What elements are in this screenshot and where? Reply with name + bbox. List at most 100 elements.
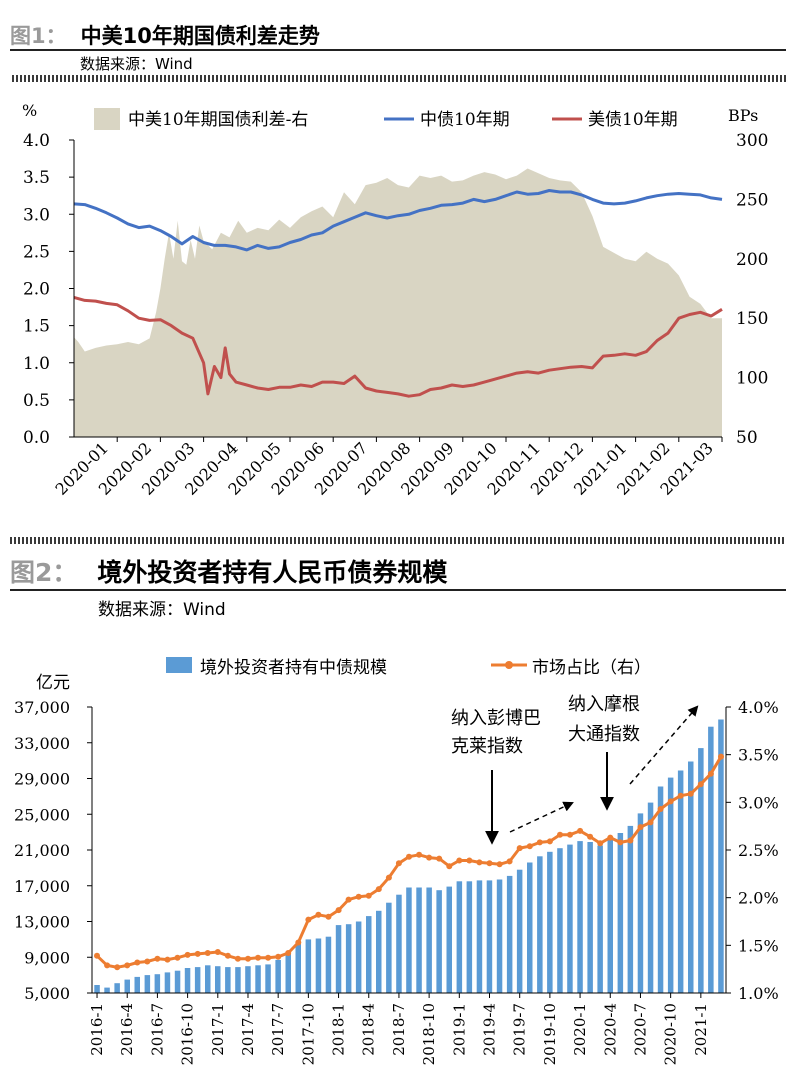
market-share-point (154, 955, 161, 962)
market-share-point (406, 853, 412, 860)
y-tick-label: 3.0 (23, 205, 50, 225)
x-tick-label: 2017-4 (239, 1003, 257, 1056)
y-tick-label: 4.0 (23, 131, 50, 151)
holding-bar (134, 976, 140, 993)
market-share-point (546, 838, 553, 845)
holding-bar (215, 966, 221, 993)
y2-tick-label: 3.0% (738, 793, 779, 812)
x-tick-label: 2018-4 (360, 1003, 378, 1056)
holding-bar (677, 770, 684, 993)
market-share-point (385, 874, 392, 881)
x-tick-label: 2019-7 (511, 1003, 529, 1056)
y2-tick-label: 2.5% (738, 841, 779, 860)
annotation-bloomberg-line2: 克莱指数 (451, 736, 523, 757)
market-share-point (94, 952, 100, 959)
holding-bar (647, 802, 654, 993)
figure1-number: 图1： (10, 24, 67, 48)
annotation-bloomberg-line1: 纳入彭博巴 (451, 708, 541, 729)
x-tick-label: 2017-10 (299, 1003, 317, 1065)
market-share-point (718, 753, 724, 760)
market-share-point (677, 792, 684, 799)
holding-bar (305, 939, 312, 993)
market-share-point (124, 962, 131, 969)
y-tick-label: 3.5 (23, 168, 50, 188)
ust-10y-line (73, 295, 723, 398)
market-share-point (234, 955, 241, 962)
y-tick-label: 13,000 (14, 913, 70, 932)
market-share-point (184, 951, 191, 958)
holding-bar (114, 983, 120, 993)
market-share-point (285, 950, 292, 956)
holding-bar (416, 887, 422, 993)
holding-bar (718, 719, 724, 993)
legend-label-cgb: 中债10年期 (420, 110, 510, 130)
y-tick-label: 9,000 (24, 948, 70, 967)
legend-label-share: 市场占比（右） (532, 658, 651, 678)
holding-bar (527, 862, 533, 993)
holding-bar (537, 856, 543, 993)
holding-bar (285, 952, 291, 993)
market-share-point (164, 956, 171, 963)
market-share-point (375, 886, 382, 893)
x-tick-label: 2016-4 (118, 1003, 136, 1056)
market-share-point (496, 861, 503, 868)
y-tick-label: 2.5 (23, 242, 50, 262)
holding-bar (557, 848, 563, 993)
market-share-point (687, 790, 694, 797)
market-share-point (607, 834, 614, 841)
market-share-point (536, 839, 543, 846)
figure2-heading: 图2： 境外投资者持有人民币债券规模 (10, 553, 447, 589)
holding-bar (174, 970, 181, 993)
market-share-point (436, 855, 443, 862)
holding-bar (446, 886, 452, 993)
market-share-point (255, 954, 261, 961)
y-tick-label: 1.0 (23, 354, 50, 374)
holding-bar (597, 845, 603, 993)
y-tick-label: 21,000 (14, 841, 70, 860)
y-tick-label: 33,000 (14, 734, 70, 753)
market-share-point (204, 950, 211, 956)
holding-bar (376, 910, 382, 993)
holding-bar (607, 837, 613, 993)
figure2-title: 境外投资者持有人民币债券规模 (97, 558, 448, 587)
holding-bar (627, 825, 634, 993)
market-share-point (657, 806, 664, 812)
y2-tick-label: 150 (736, 309, 768, 329)
y-tick-label: 0.5 (23, 391, 50, 411)
holding-bar (154, 974, 161, 993)
market-share-point (446, 863, 453, 870)
trend-arrow-2 (629, 705, 699, 785)
market-share-point (194, 950, 201, 957)
holding-bar (255, 965, 261, 993)
x-tick-label: 2020-4 (601, 1003, 619, 1056)
holding-bar (164, 972, 171, 993)
holding-bar (698, 748, 704, 993)
y2-tick-label: 4.0% (738, 698, 779, 717)
market-share-point (587, 833, 594, 840)
y2-tick-label: 1.0% (738, 984, 779, 1003)
holding-bar (637, 813, 644, 993)
x-tick-label: 2021-1 (692, 1003, 710, 1056)
holding-bar (225, 967, 231, 993)
legend-swatch-spread (94, 108, 120, 130)
market-share-point (144, 958, 151, 965)
holding-bar (476, 880, 483, 993)
market-share-point (697, 781, 704, 788)
holding-bar (567, 844, 573, 993)
y-tick-label: 0.0 (23, 428, 50, 448)
market-share-point (476, 859, 483, 866)
market-share-point (637, 824, 644, 831)
market-share-point (617, 839, 624, 846)
x-tick-label: 2020-10 (662, 1003, 680, 1065)
figure2-top-rule (10, 537, 786, 544)
holding-bar (547, 851, 553, 993)
holding-bar (436, 890, 442, 993)
holding-bar (275, 959, 281, 993)
y-tick-label: 1.5 (23, 317, 50, 337)
market-share-point (315, 911, 322, 918)
market-share-point (214, 949, 221, 955)
market-share-point (416, 851, 423, 858)
holding-bar (587, 842, 593, 993)
y2-tick-label: 50 (736, 428, 758, 448)
